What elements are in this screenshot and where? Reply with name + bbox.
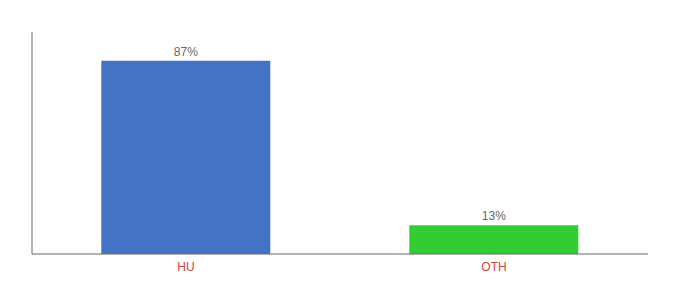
svg-text:13%: 13% [482,209,506,223]
svg-text:HU: HU [177,260,194,274]
svg-text:OTH: OTH [481,260,506,274]
svg-text:87%: 87% [174,45,198,59]
